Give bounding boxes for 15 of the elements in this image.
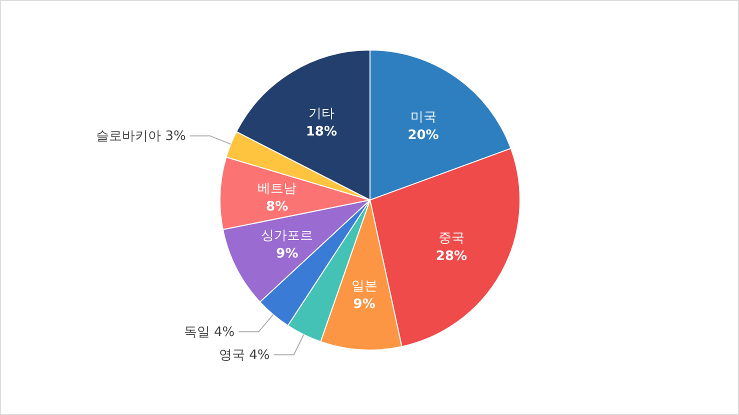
data-label: 18% xyxy=(306,124,338,140)
slice-label: 일본 xyxy=(351,278,378,294)
slice-label: 중국 xyxy=(438,230,464,246)
slice-label: 슬로바키아 3% xyxy=(96,128,186,144)
slice-label: 독일 4% xyxy=(184,324,235,340)
slice-label: 영국 4% xyxy=(219,348,270,363)
slice-label: 베트남 xyxy=(258,182,297,197)
slice-label: 싱가포르 xyxy=(261,228,314,244)
slice-label: 기타 xyxy=(308,106,334,122)
data-label: 20% xyxy=(408,128,439,143)
data-label: 9% xyxy=(276,246,298,262)
data-label: 8% xyxy=(266,200,288,215)
data-label: 9% xyxy=(353,296,376,312)
slice-label: 미국 xyxy=(410,110,436,125)
data-label: 28% xyxy=(436,248,468,264)
